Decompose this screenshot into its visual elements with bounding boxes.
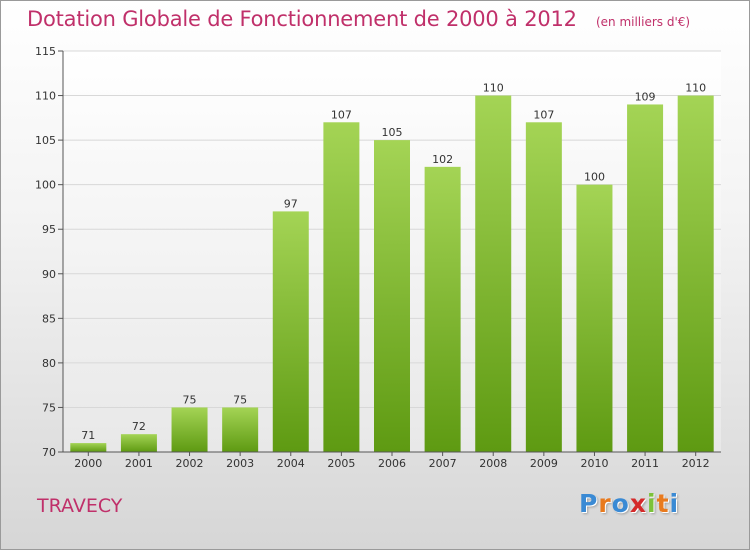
x-tick-label: 2012 — [682, 457, 710, 470]
bar-value-label: 72 — [132, 420, 146, 433]
bar-value-label: 107 — [331, 108, 352, 121]
x-tick-label: 2006 — [378, 457, 406, 470]
bars: 71 72 75 75 97 107 105 102 110 107 100 109 110 — [70, 82, 714, 453]
bar-value-label: 97 — [284, 197, 298, 210]
x-tick-label: 2007 — [429, 457, 457, 470]
chart-title-block: Dotation Globale de Fonctionnement de 20… — [27, 7, 690, 31]
logo-letter: i — [669, 489, 680, 518]
y-tick-label: 85 — [42, 312, 56, 325]
bar — [525, 122, 562, 453]
bar — [272, 211, 309, 452]
bar — [222, 407, 259, 452]
proxiti-logo: Proxiti — [579, 489, 679, 518]
chart-title: Dotation Globale de Fonctionnement de 20… — [27, 7, 577, 31]
bar — [576, 184, 613, 452]
logo-letter: P — [579, 489, 599, 518]
bar-value-label: 75 — [183, 393, 197, 406]
y-tick-label: 80 — [42, 357, 56, 370]
bar-value-label: 105 — [382, 126, 403, 139]
bar-value-label: 109 — [635, 90, 656, 103]
y-tick-label: 110 — [35, 90, 56, 103]
y-tick-label: 75 — [42, 401, 56, 414]
x-tick-label: 2001 — [125, 457, 153, 470]
bar — [171, 407, 208, 452]
axes: 70 75 80 85 90 95 100 105 110 115 2000 2001 2002 2003… — [35, 45, 721, 470]
logo-letter: x — [629, 489, 647, 518]
x-tick-label: 2000 — [74, 457, 102, 470]
logo-letter: i — [647, 489, 657, 518]
bar-value-label: 100 — [584, 171, 605, 184]
x-tick-label: 2004 — [277, 457, 305, 470]
bar — [424, 166, 461, 452]
x-tick-label: 2009 — [530, 457, 558, 470]
x-tick-label: 2008 — [479, 457, 507, 470]
y-tick-label: 115 — [35, 45, 56, 58]
x-tick-label: 2003 — [226, 457, 254, 470]
y-tick-label: 90 — [42, 268, 56, 281]
x-tick-label: 2005 — [327, 457, 355, 470]
chart-subtitle: (en milliers d'€) — [595, 15, 691, 29]
logo-letter: o — [611, 489, 630, 518]
y-tick-label: 95 — [42, 223, 56, 236]
bar — [120, 434, 157, 452]
bar-value-label: 107 — [533, 108, 554, 121]
logo-letter: t — [656, 489, 670, 518]
bar-value-label: 102 — [432, 153, 453, 166]
y-tick-label: 105 — [35, 134, 56, 147]
y-tick-label: 70 — [42, 446, 56, 459]
bar-value-label: 71 — [81, 429, 95, 442]
commune-name: TRAVECY — [37, 495, 123, 517]
bar — [70, 443, 107, 452]
bar — [627, 104, 664, 452]
bar-value-label: 110 — [685, 82, 706, 95]
bar — [475, 95, 512, 453]
bar — [677, 95, 714, 453]
logo-letter: r — [598, 489, 612, 518]
bar — [374, 140, 410, 452]
x-tick-label: 2010 — [580, 457, 608, 470]
x-tick-label: 2011 — [631, 457, 659, 470]
bar — [323, 122, 360, 453]
y-tick-label: 100 — [35, 179, 56, 192]
bar-value-label: 110 — [483, 82, 504, 95]
bar-value-label: 75 — [233, 393, 247, 406]
x-tick-label: 2002 — [176, 457, 204, 470]
